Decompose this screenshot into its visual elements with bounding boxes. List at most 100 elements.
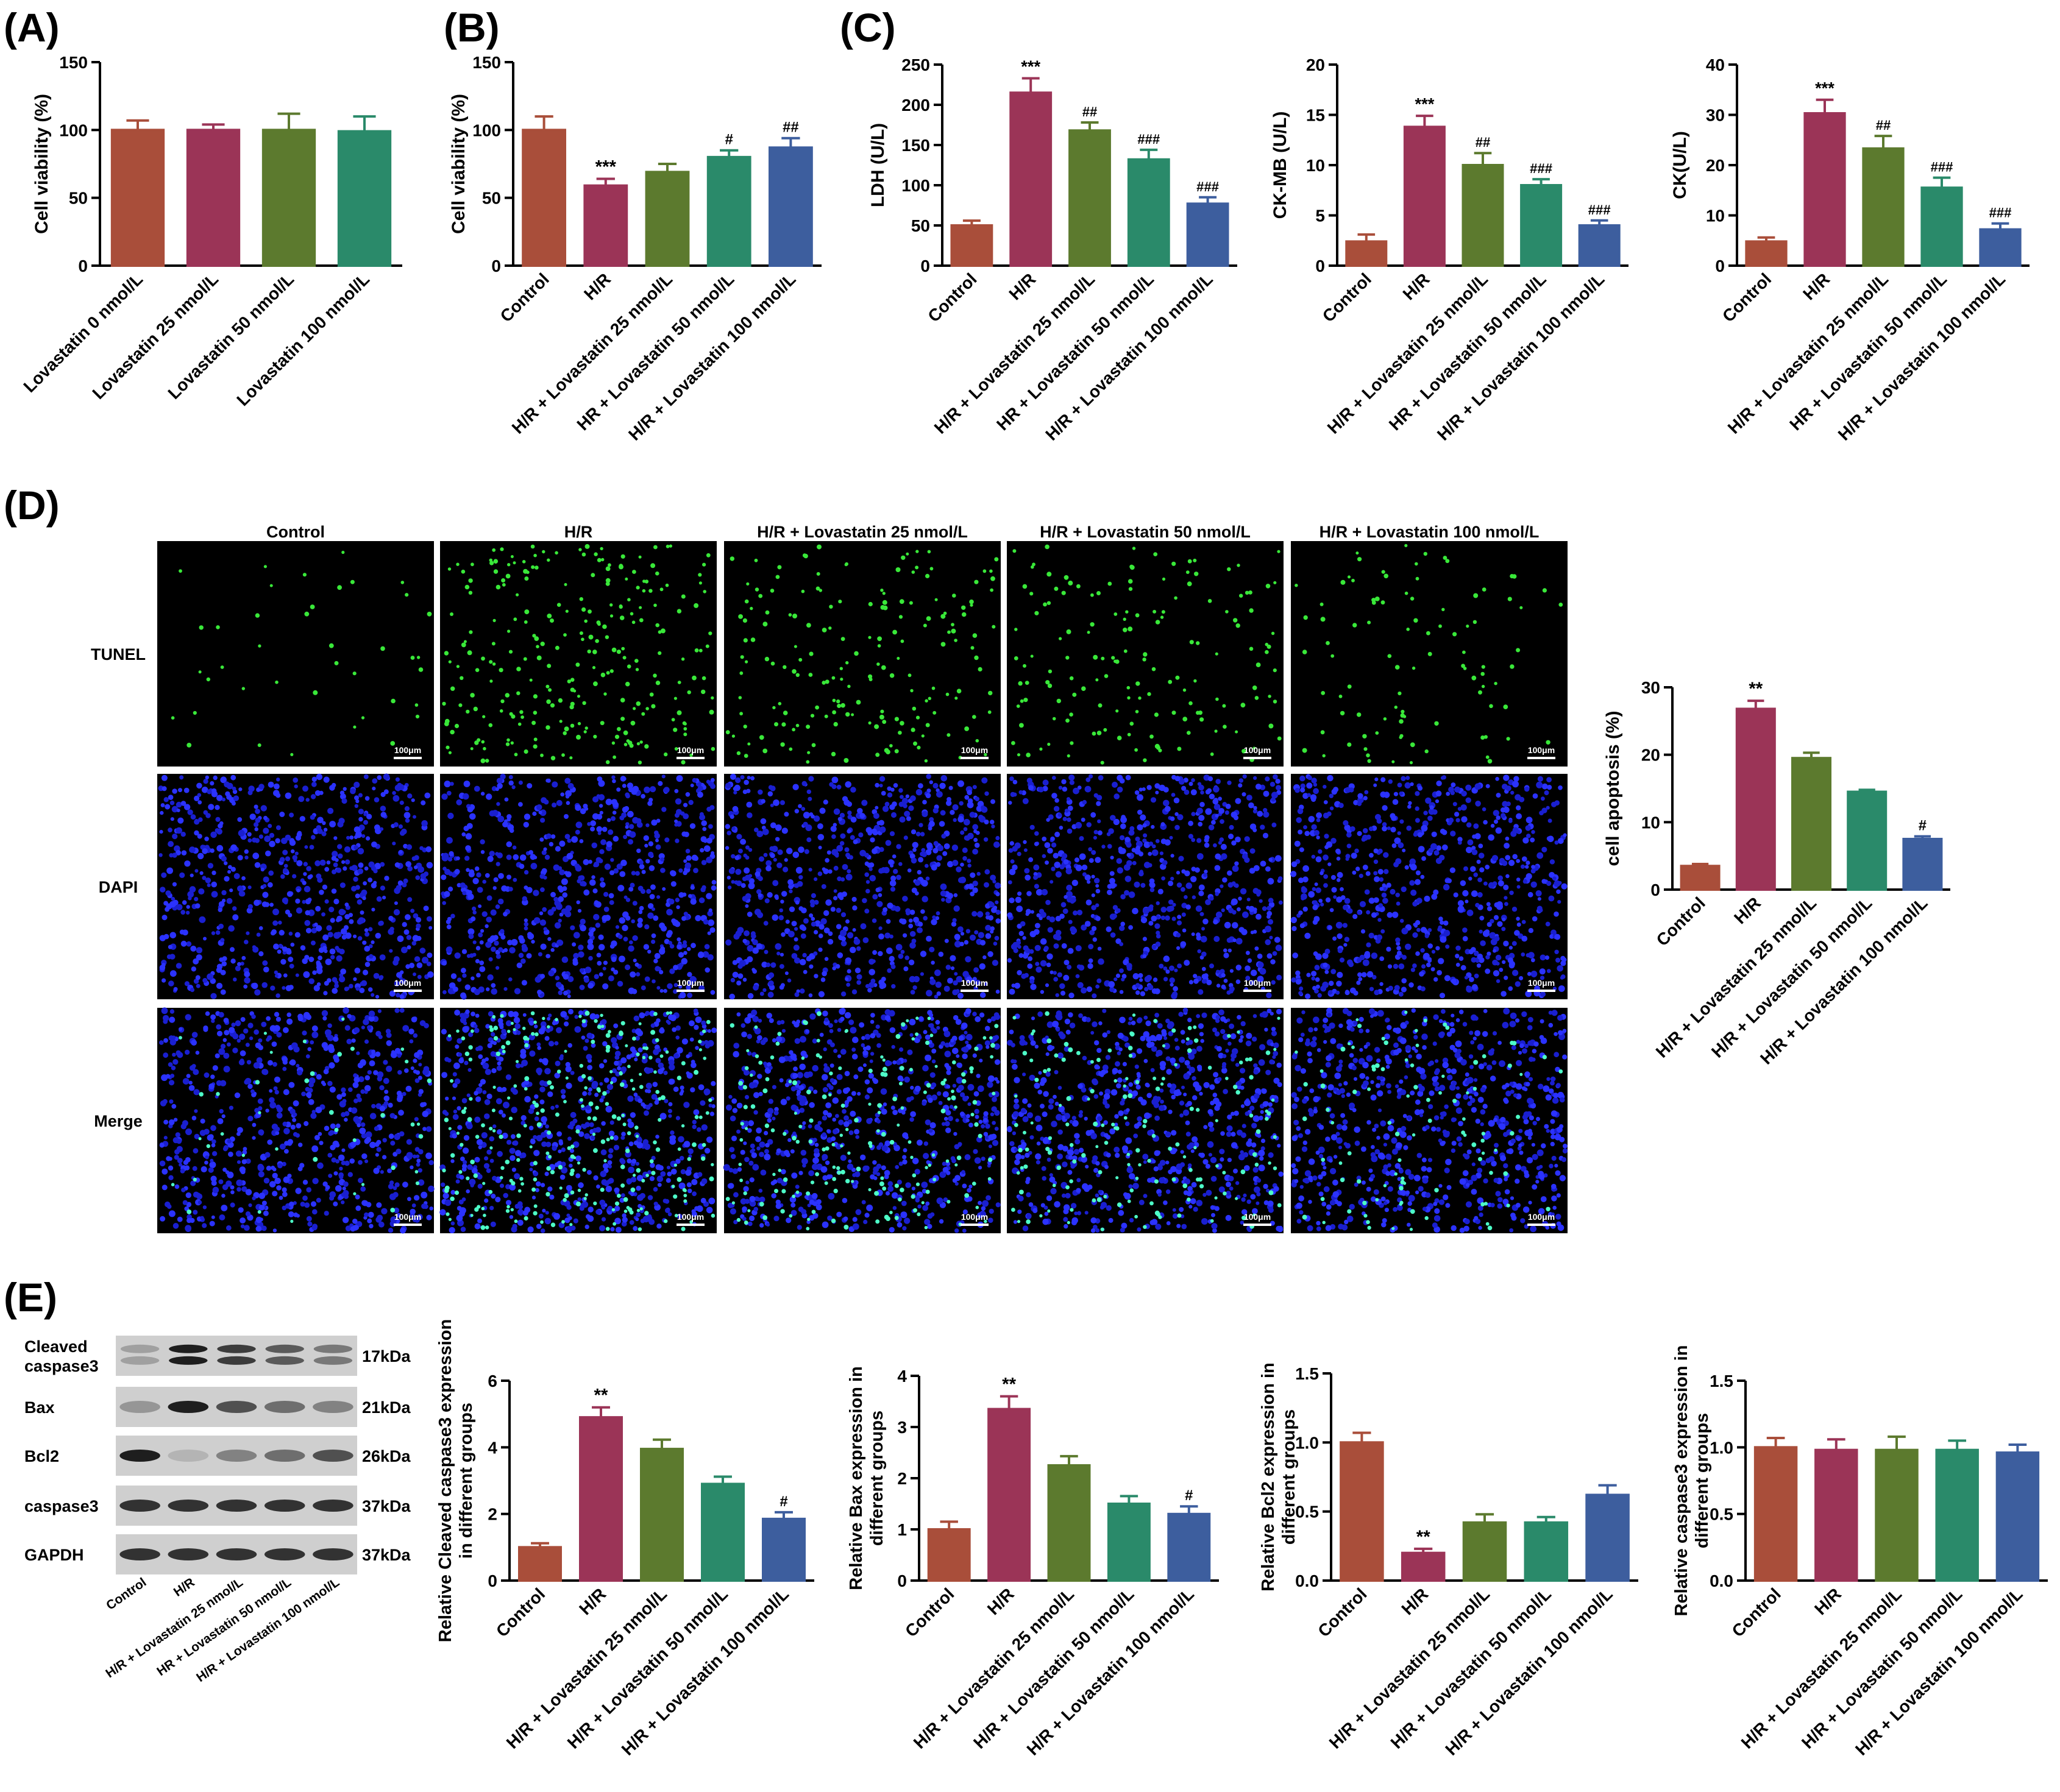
- dapi-nucleus: [962, 856, 967, 861]
- dapi-nucleus: [244, 940, 249, 944]
- dapi-nucleus: [1541, 783, 1548, 790]
- dapi-nucleus: [251, 982, 258, 990]
- dapi-nucleus: [1112, 781, 1118, 788]
- dapi-nucleus: [1089, 858, 1094, 863]
- dapi-nucleus: [274, 1076, 281, 1083]
- dapi-nucleus: [915, 788, 923, 796]
- dapi-nucleus: [1148, 852, 1153, 856]
- tunel-positive-cell: [1391, 760, 1395, 763]
- dapi-nucleus: [1181, 869, 1186, 874]
- category-label: Control: [1719, 269, 1775, 325]
- dapi-nucleus: [675, 798, 682, 805]
- dapi-nucleus: [1501, 927, 1506, 932]
- dapi-nucleus: [342, 1186, 346, 1191]
- dapi-nucleus: [172, 1059, 179, 1065]
- dapi-nucleus: [1315, 984, 1320, 989]
- dapi-nucleus: [207, 883, 211, 887]
- dapi-nucleus: [1017, 851, 1021, 857]
- dapi-nucleus: [957, 816, 964, 823]
- tunel-positive-cell: [912, 706, 917, 711]
- y-tick-label: 1.0: [1710, 1438, 1733, 1457]
- dapi-nucleus: [800, 933, 806, 939]
- dapi-nucleus: [268, 824, 272, 828]
- dapi-nucleus: [1163, 966, 1168, 971]
- dapi-nucleus: [954, 933, 961, 940]
- dapi-nucleus: [306, 1187, 312, 1192]
- dapi-nucleus: [1379, 956, 1385, 962]
- dapi-nucleus: [1311, 976, 1316, 981]
- tunel-positive-cell: [1171, 710, 1176, 715]
- tunel-positive-cell: [1473, 593, 1479, 598]
- dapi-nucleus: [611, 816, 616, 821]
- dapi-nucleus: [1548, 895, 1555, 902]
- dapi-nucleus: [1527, 972, 1532, 976]
- tunel-positive-cell: [992, 625, 996, 629]
- dapi-nucleus: [407, 866, 413, 871]
- dapi-nucleus: [190, 988, 195, 993]
- dapi-nucleus: [925, 876, 930, 881]
- tunel-positive-cell: [601, 558, 605, 562]
- tunel-positive-cell: [738, 614, 743, 619]
- dapi-nucleus: [879, 784, 883, 788]
- tunel-positive-cell: [775, 575, 780, 579]
- dapi-nucleus: [1093, 830, 1098, 835]
- dapi-nucleus: [247, 885, 252, 890]
- dapi-nucleus: [1474, 783, 1482, 790]
- dapi-nucleus: [995, 918, 1001, 924]
- dapi-nucleus: [689, 976, 697, 983]
- dapi-nucleus: [580, 808, 586, 815]
- dapi-nucleus: [741, 883, 746, 888]
- dapi-nucleus: [294, 851, 299, 855]
- dapi-nucleus: [416, 962, 423, 968]
- dapi-nucleus: [710, 990, 716, 995]
- tunel-positive-cell: [627, 664, 631, 669]
- dapi-nucleus: [920, 972, 924, 976]
- dapi-nucleus: [636, 848, 641, 854]
- dapi-nucleus: [1184, 789, 1190, 795]
- dapi-nucleus: [1176, 871, 1181, 875]
- dapi-nucleus: [246, 931, 250, 935]
- dapi-nucleus: [329, 1062, 335, 1069]
- dapi-nucleus: [935, 916, 940, 921]
- tunel-positive-cell: [674, 747, 678, 751]
- dapi-nucleus: [358, 809, 364, 815]
- tunel-positive-cell: [1153, 609, 1157, 614]
- dapi-nucleus: [346, 986, 350, 991]
- dapi-nucleus: [851, 896, 857, 902]
- dapi-nucleus: [638, 885, 644, 891]
- tunel-positive-cell: [687, 690, 691, 695]
- dapi-nucleus: [1468, 876, 1472, 881]
- dapi-nucleus: [159, 965, 166, 971]
- dapi-nucleus: [780, 899, 784, 904]
- dapi-nucleus: [899, 816, 906, 823]
- dapi-nucleus: [1349, 787, 1354, 793]
- dapi-nucleus: [514, 988, 521, 994]
- tunel-positive-cell: [653, 603, 657, 607]
- dapi-nucleus: [1220, 819, 1224, 824]
- tunel-positive-cell: [257, 743, 261, 747]
- dapi-nucleus: [263, 815, 268, 821]
- dapi-nucleus: [1064, 809, 1069, 813]
- dapi-nucleus: [1238, 927, 1245, 933]
- tunel-positive-cell: [559, 720, 563, 723]
- dapi-nucleus: [1235, 836, 1241, 843]
- dapi-nucleus: [623, 937, 628, 942]
- dapi-nucleus: [160, 887, 166, 893]
- tunel-positive-cell: [531, 720, 536, 725]
- tunel-positive-cell: [1452, 632, 1457, 637]
- dapi-nucleus: [909, 942, 916, 949]
- dapi-nucleus: [1290, 916, 1297, 924]
- dapi-nucleus: [177, 817, 184, 824]
- dapi-nucleus: [784, 858, 788, 862]
- dapi-nucleus: [1474, 973, 1479, 979]
- tunel-positive-cell: [493, 569, 499, 574]
- dapi-nucleus: [207, 789, 212, 795]
- dapi-nucleus: [852, 905, 858, 911]
- tunel-positive-cell: [1352, 623, 1357, 628]
- dapi-nucleus: [792, 851, 800, 859]
- dapi-nucleus: [476, 972, 481, 978]
- dapi-nucleus: [1184, 895, 1188, 899]
- dapi-nucleus: [650, 786, 656, 793]
- dapi-nucleus: [903, 966, 909, 971]
- dapi-nucleus: [826, 850, 831, 855]
